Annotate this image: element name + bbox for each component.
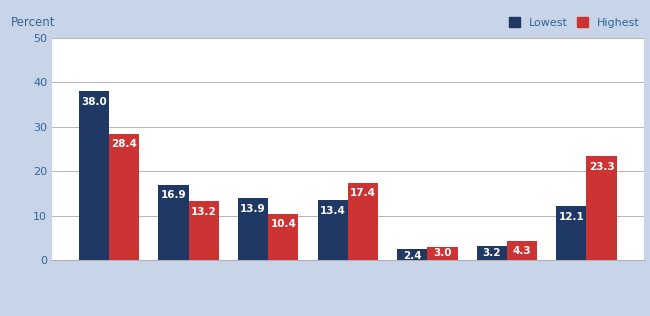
Text: 3.2: 3.2	[482, 247, 501, 258]
Text: 2.4: 2.4	[403, 251, 421, 261]
Bar	[268, 214, 298, 260]
Bar	[397, 249, 427, 260]
Bar	[348, 183, 378, 260]
Text: 12.1: 12.1	[558, 212, 584, 222]
Text: 38.0: 38.0	[81, 97, 107, 106]
Bar	[556, 206, 586, 260]
Text: 3.0: 3.0	[433, 248, 452, 258]
Bar	[317, 200, 348, 260]
Bar	[159, 185, 188, 260]
Text: 4.3: 4.3	[513, 246, 531, 256]
Text: 13.2: 13.2	[191, 207, 216, 217]
Text: 13.9: 13.9	[240, 204, 266, 214]
Bar	[188, 201, 219, 260]
Text: 17.4: 17.4	[350, 188, 376, 198]
Bar	[238, 198, 268, 260]
Bar	[109, 134, 139, 260]
Text: 10.4: 10.4	[270, 219, 296, 229]
Legend: Lowest, Highest: Lowest, Highest	[504, 12, 644, 32]
Bar	[79, 91, 109, 260]
Text: Percent: Percent	[10, 16, 55, 29]
Text: 28.4: 28.4	[111, 139, 137, 149]
Bar	[586, 156, 617, 260]
Text: 23.3: 23.3	[589, 162, 614, 172]
Bar	[507, 241, 537, 260]
Text: 13.4: 13.4	[320, 206, 346, 216]
Bar	[427, 247, 458, 260]
Bar	[476, 246, 507, 260]
Text: 16.9: 16.9	[161, 190, 187, 200]
